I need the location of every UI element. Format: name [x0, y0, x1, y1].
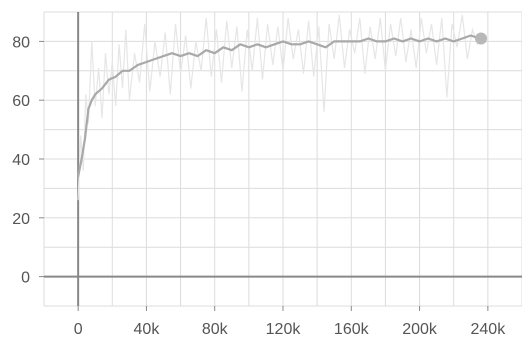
x-tick-label: 160k [334, 321, 370, 338]
x-tick-label: 200k [402, 321, 438, 338]
raw-series [77, 14, 482, 201]
x-tick-label: 120k [266, 321, 302, 338]
x-tick-label: 40k [134, 321, 161, 338]
y-tick-label: 60 [12, 93, 30, 110]
smoothed-series [77, 34, 480, 177]
y-tick-label: 40 [12, 152, 30, 169]
series-end-marker [475, 32, 488, 45]
axes [39, 12, 522, 311]
y-tick-label: 80 [12, 34, 30, 51]
y-tick-labels: 0 20 40 60 80 [12, 34, 30, 286]
x-tick-label: 240k [471, 321, 507, 338]
y-tick-label: 20 [12, 211, 30, 228]
raw-series-line [77, 14, 482, 201]
x-tick-label: 80k [202, 321, 229, 338]
end-marker-layer [475, 32, 488, 45]
x-tick-labels: 0 40k 80k 120k 160k 200k 240k [74, 321, 507, 338]
x-tick-label: 0 [74, 321, 83, 338]
smoothed-series-line [77, 34, 480, 177]
y-tick-label: 0 [21, 270, 30, 287]
